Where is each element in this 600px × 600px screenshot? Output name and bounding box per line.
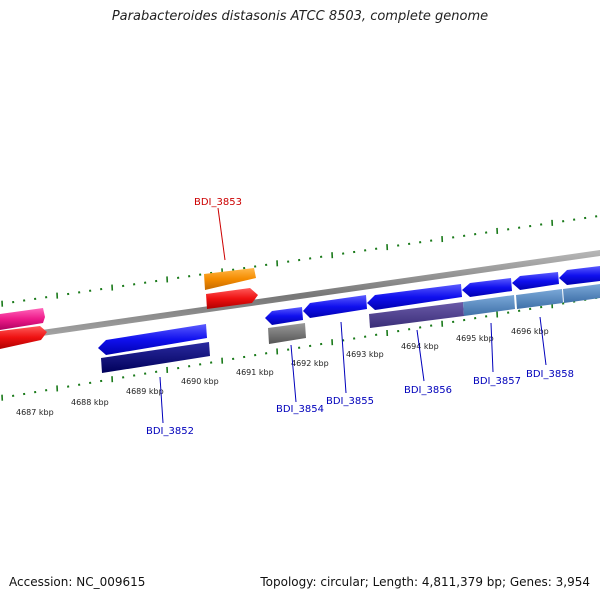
map-title: Parabacteroides distasonis ATCC 8503, co…: [111, 9, 489, 24]
forward-strand-genes: [0, 268, 258, 349]
gene-box-bdi3852-track[interactable]: [101, 342, 210, 373]
gene-arrow-orange[interactable]: [204, 268, 256, 290]
tick-label: 4689 kbp: [126, 387, 164, 396]
reverse-strand-genes: [98, 266, 600, 373]
lower-tick-track: [1, 296, 598, 401]
tick-label: 4696 kbp: [511, 327, 549, 336]
tick-labels: 4687 kbp 4688 kbp 4689 kbp 4690 kbp 4691…: [16, 327, 549, 417]
tick-label: 4688 kbp: [71, 398, 109, 407]
gene-box-bdi3857-track[interactable]: [463, 295, 515, 316]
gene-label-bdi3858[interactable]: BDI_3858: [526, 369, 574, 380]
tick-label: 4691 kbp: [236, 368, 274, 377]
gene-arrow-bdi3854[interactable]: [265, 307, 303, 325]
gene-box-right-edge-track[interactable]: [563, 284, 600, 303]
gene-arrow-red-bdi3853[interactable]: [206, 288, 258, 309]
tick-label: 4695 kbp: [456, 334, 494, 343]
gene-box-bdi3858-track[interactable]: [516, 289, 563, 309]
gene-box-bdi3854-track[interactable]: [268, 323, 306, 344]
gene-labels: BDI_3853 BDI_3852 BDI_3854 BDI_3855 BDI_…: [146, 197, 574, 437]
tick-label: 4687 kbp: [16, 408, 54, 417]
gene-label-bdi3856[interactable]: BDI_3856: [404, 385, 452, 396]
tick-label: 4694 kbp: [401, 342, 439, 351]
gene-arrow-bdi3852[interactable]: [98, 324, 207, 355]
gene-box-bdi3856-track[interactable]: [369, 302, 464, 328]
tick-label: 4690 kbp: [181, 377, 219, 386]
gene-arrow-red-left[interactable]: [0, 326, 47, 349]
gene-label-bdi3852[interactable]: BDI_3852: [146, 426, 194, 437]
tick-label: 4692 kbp: [291, 359, 329, 368]
gene-label-bdi3853[interactable]: BDI_3853: [194, 197, 242, 208]
upper-tick-track: [1, 215, 598, 307]
tick-label: 4693 kbp: [346, 350, 384, 359]
gene-arrow-bdi3855[interactable]: [303, 295, 367, 318]
gene-label-bdi3855[interactable]: BDI_3855: [326, 396, 374, 407]
label-leaders: [159, 207, 547, 424]
gene-arrow-bdi3856[interactable]: [367, 284, 462, 310]
gene-arrow-bdi3858[interactable]: [512, 272, 559, 290]
gene-arrow-bdi3857[interactable]: [462, 278, 512, 297]
gene-label-bdi3857[interactable]: BDI_3857: [473, 376, 521, 387]
gene-label-bdi3854[interactable]: BDI_3854: [276, 404, 324, 415]
genome-backbone: [0, 250, 600, 342]
genome-summary-text: Topology: circular; Length: 4,811,379 bp…: [260, 575, 590, 589]
accession-text: Accession: NC_009615: [9, 575, 146, 589]
gene-arrow-right-edge[interactable]: [559, 266, 600, 285]
gene-arrow-pink[interactable]: [0, 308, 45, 330]
